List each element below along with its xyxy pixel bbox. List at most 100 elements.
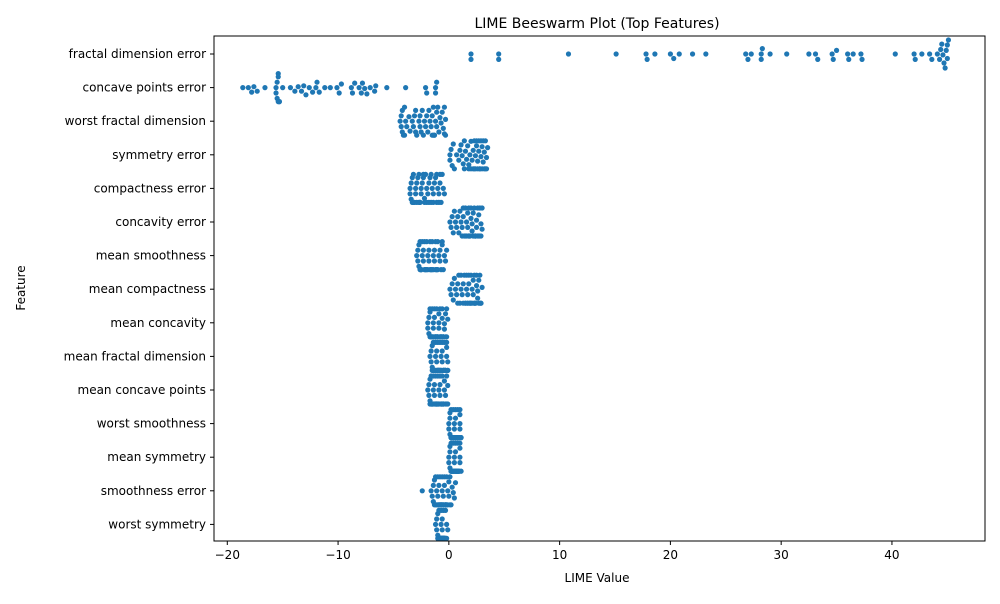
data-point xyxy=(806,51,812,57)
data-point xyxy=(444,535,450,542)
data-point xyxy=(758,51,764,57)
data-point xyxy=(429,493,435,499)
data-point xyxy=(251,84,257,90)
data-point xyxy=(944,42,950,48)
data-point xyxy=(466,162,472,168)
data-point xyxy=(439,171,445,177)
x-tick-label: 40 xyxy=(884,548,899,562)
data-point xyxy=(428,359,434,365)
data-point xyxy=(652,51,658,57)
data-point xyxy=(759,46,765,52)
data-point xyxy=(463,286,470,292)
data-point xyxy=(451,166,457,172)
data-point xyxy=(418,191,424,197)
data-point xyxy=(435,104,441,110)
data-point xyxy=(676,51,682,57)
y-tick-label: mean concave points xyxy=(78,383,207,397)
data-point xyxy=(434,359,440,365)
data-point xyxy=(444,373,450,379)
data-point xyxy=(425,253,431,259)
data-point xyxy=(408,180,414,186)
y-tick-label: concave points error xyxy=(82,81,206,95)
data-point xyxy=(429,113,435,119)
data-point xyxy=(436,311,442,317)
data-point xyxy=(440,267,446,273)
data-point xyxy=(276,99,282,105)
data-point xyxy=(432,90,439,96)
data-point xyxy=(829,51,835,57)
y-axis-title: Feature xyxy=(14,265,28,310)
data-point xyxy=(445,382,451,389)
data-point xyxy=(945,37,952,43)
data-point xyxy=(406,114,412,120)
data-point xyxy=(445,316,451,322)
data-point xyxy=(472,153,479,159)
data-point xyxy=(425,320,431,326)
data-point xyxy=(262,85,268,91)
data-point xyxy=(447,415,453,421)
data-point xyxy=(421,195,428,201)
data-point xyxy=(431,180,438,186)
x-tick-label: 20 xyxy=(663,548,678,562)
data-point xyxy=(436,253,442,259)
data-point xyxy=(425,387,431,393)
data-point xyxy=(936,56,943,63)
data-point xyxy=(476,277,482,283)
data-point xyxy=(444,339,450,345)
data-point xyxy=(912,56,918,63)
data-point xyxy=(431,258,438,264)
data-point xyxy=(415,247,421,253)
data-point xyxy=(431,392,438,398)
data-point xyxy=(441,326,448,332)
data-point xyxy=(480,159,486,165)
data-point xyxy=(439,488,445,494)
y-tick-label: fractal dimension error xyxy=(69,47,206,61)
x-axis: −20 −10 0 10 20 30 40 xyxy=(215,541,900,562)
data-point xyxy=(745,56,751,63)
data-point xyxy=(496,56,502,63)
data-point xyxy=(428,171,434,177)
data-point xyxy=(463,219,470,225)
data-point xyxy=(450,230,456,236)
data-point xyxy=(446,454,452,460)
x-tick-label: 10 xyxy=(552,548,567,562)
data-point xyxy=(437,392,443,398)
data-point xyxy=(451,426,457,432)
data-point xyxy=(444,521,450,528)
data-point xyxy=(436,320,442,326)
data-point xyxy=(313,85,319,91)
data-point xyxy=(254,88,260,94)
data-point xyxy=(442,392,449,398)
data-point xyxy=(404,124,410,130)
x-tick-label: 30 xyxy=(774,548,789,562)
data-point xyxy=(414,132,420,138)
data-point xyxy=(295,84,301,90)
data-point xyxy=(454,224,460,230)
data-point xyxy=(892,51,898,57)
data-point xyxy=(858,51,864,57)
data-point xyxy=(446,421,452,427)
data-point xyxy=(314,79,320,85)
data-point xyxy=(479,205,485,211)
data-point xyxy=(441,321,448,327)
data-point xyxy=(417,124,423,130)
y-tick-label: mean compactness xyxy=(89,282,206,296)
data-point xyxy=(427,118,433,124)
data-point xyxy=(442,116,449,122)
data-point xyxy=(426,107,432,113)
data-point xyxy=(358,90,364,96)
x-tick-label: −10 xyxy=(325,548,350,562)
data-point xyxy=(478,233,484,239)
data-point xyxy=(927,51,933,57)
data-point xyxy=(437,258,443,264)
data-point xyxy=(446,493,452,499)
data-point xyxy=(403,118,409,124)
data-point xyxy=(348,85,354,91)
data-point xyxy=(432,353,439,359)
data-point xyxy=(452,415,459,421)
data-point xyxy=(429,185,435,191)
data-point xyxy=(439,239,445,245)
data-point xyxy=(439,527,445,533)
data-point xyxy=(845,51,851,57)
data-point xyxy=(478,154,484,160)
